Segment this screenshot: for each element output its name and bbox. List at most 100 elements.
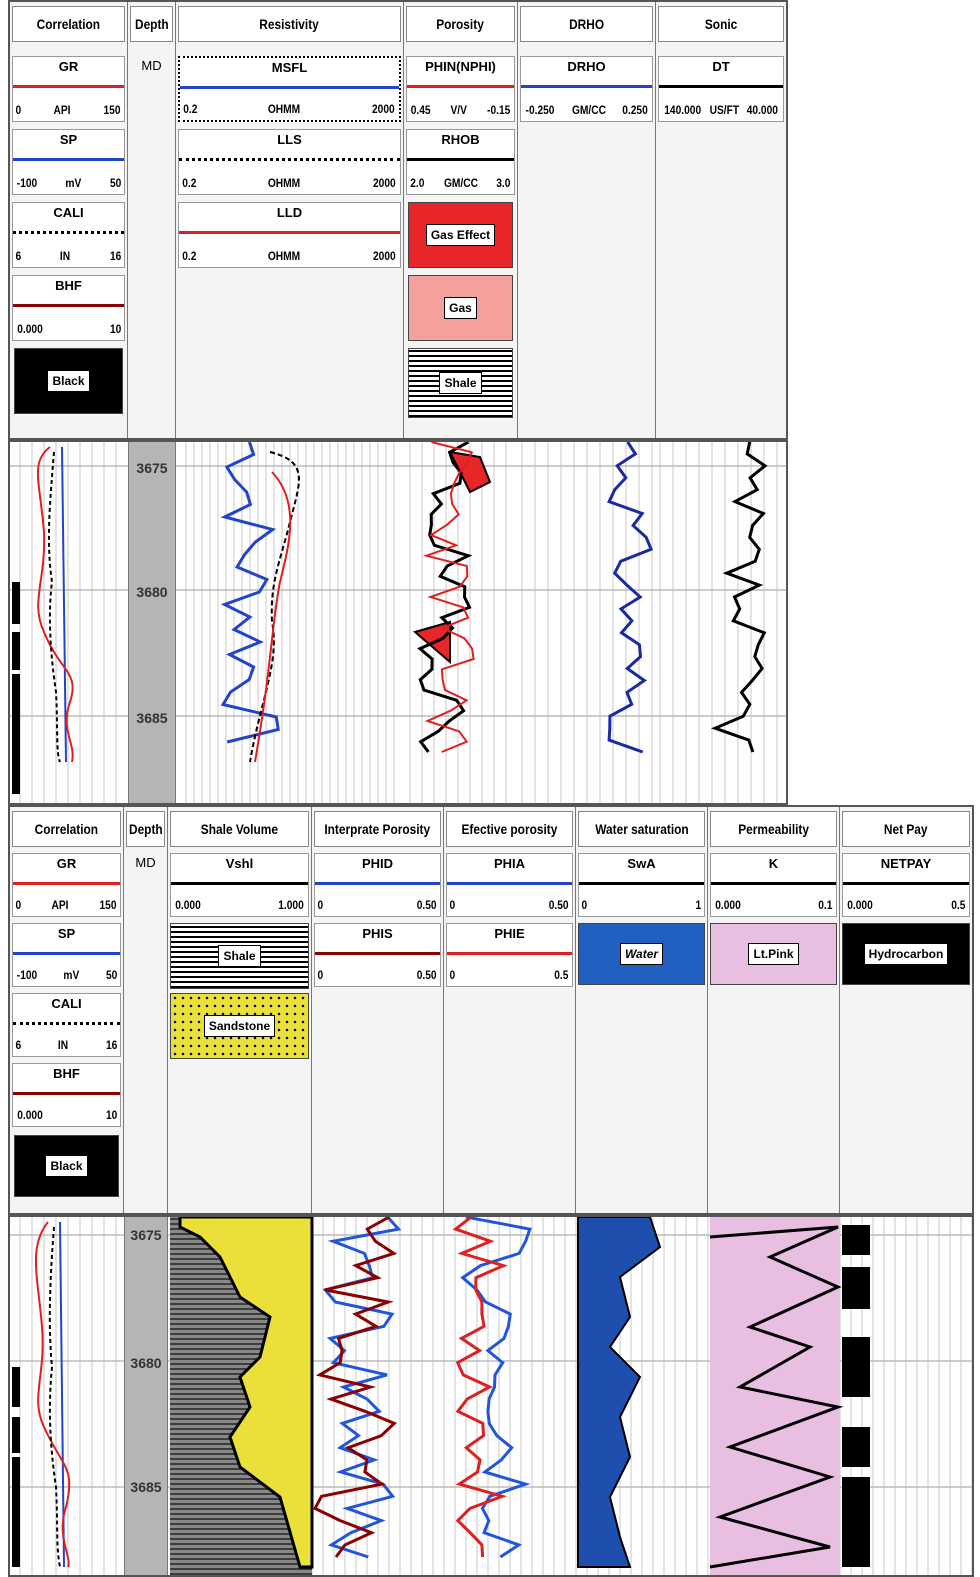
phie-line <box>447 952 572 955</box>
p1-correlation-col: Correlation GR 0 API 150 SP -100 mV 50 CALI … <box>10 2 128 438</box>
p1-bhf-track[interactable]: BHF 0.000 10 <box>12 275 125 341</box>
k-track[interactable]: K 0.000 0.1 <box>710 853 837 917</box>
p2-cali-name: CALI <box>51 996 82 1011</box>
p1-black-fill: Black <box>14 348 123 414</box>
phin-scale: 0.45 V/V -0.15 <box>410 103 510 117</box>
p2-net-pay-col: Net Pay NETPAY 0.000 0.5 Hydrocarbon <box>840 807 972 1213</box>
p1-cali-track[interactable]: CALI 6 IN 16 <box>12 202 125 268</box>
p1-depth-track: 3675 3680 3685 <box>128 442 176 803</box>
dt-line <box>659 85 783 88</box>
msfl-name: MSFL <box>271 60 308 75</box>
panel2-header: Correlation GR 0 API 150 SP -100 mV 50 CALI … <box>8 805 974 1215</box>
p1-md-track: MD <box>130 56 173 122</box>
phie-track[interactable]: PHIE 0 0.5 <box>446 923 573 987</box>
p2-gr-name: GR <box>56 856 77 871</box>
p2-sp-scale: -100 mV 50 <box>16 968 117 982</box>
cali-name: CALI <box>53 205 84 220</box>
hydrocarbon-fill: Hydrocarbon <box>842 923 970 985</box>
p2-bhf-line <box>13 1092 120 1095</box>
p1-sonic-col: Sonic DT 140.000 US/FT 40.000 <box>656 2 786 438</box>
p2-net-pay-title: Net Pay <box>842 811 970 847</box>
p1-gr-track[interactable]: GR 0 API 150 <box>12 56 125 122</box>
p2-sp-curve <box>59 1221 65 1568</box>
k-name: K <box>768 856 779 871</box>
p2-cali-track[interactable]: CALI 6 IN 16 <box>12 993 121 1057</box>
dt-name: DT <box>712 59 730 74</box>
netpay-track[interactable]: NETPAY 0.000 0.5 <box>842 853 970 917</box>
p1-drho-col: DRHO DRHO -0.250 GM/CC 0.250 <box>518 2 656 438</box>
p2-depth-3680: 3680 <box>130 1355 162 1371</box>
p2-black-label: Black <box>45 1155 88 1177</box>
netpay-block <box>842 1427 870 1467</box>
rhob-name: RHOB <box>441 132 480 147</box>
p1-phin-track[interactable]: PHIN(NPHI) 0.45 V/V -0.15 <box>406 56 515 122</box>
phin-curve <box>422 442 475 753</box>
p2-eff-porosity-title: Efective porosity <box>446 811 573 847</box>
bhf-scale: 0.000 10 <box>17 322 121 336</box>
p2-shale-volume-title: Shale Volume <box>170 811 309 847</box>
p2-bhf-track[interactable]: BHF 0.000 10 <box>12 1063 121 1127</box>
p2-cali-curve <box>48 1226 61 1568</box>
p2-black-block <box>12 1417 20 1453</box>
phis-curve <box>312 1217 398 1558</box>
sandstone-label: Sandstone <box>203 1015 276 1037</box>
netpay-block <box>842 1225 870 1255</box>
netpay-scale: 0.000 0.5 <box>847 898 966 912</box>
p2-sp-track[interactable]: SP -100 mV 50 <box>12 923 121 987</box>
p1-sp-track[interactable]: SP -100 mV 50 <box>12 129 125 195</box>
phis-track[interactable]: PHIS 0 0.50 <box>314 923 441 987</box>
p1-correlation-title: Correlation <box>12 6 125 42</box>
p2-black-block <box>12 1367 20 1407</box>
vshl-scale: 0.000 1.000 <box>175 898 304 912</box>
phis-name: PHIS <box>362 926 393 941</box>
ltpink-label: Lt.Pink <box>748 943 799 965</box>
swa-name: SwA <box>627 856 656 871</box>
ltpink-fill: Lt.Pink <box>710 923 837 985</box>
lld-scale: 0.2 OHMM 2000 <box>182 249 396 263</box>
cali-curve <box>47 451 61 763</box>
p1-depth-col: Depth MD <box>128 2 176 438</box>
p1-depth-title: Depth <box>130 6 173 42</box>
p1-lls-track[interactable]: LLS 0.2 OHMM 2000 <box>178 129 401 195</box>
phia-name: PHIA <box>493 856 526 871</box>
vshl-line <box>171 882 308 885</box>
phia-scale: 0 0.50 <box>449 898 569 912</box>
panel2: Correlation GR 0 API 150 SP -100 mV 50 CALI … <box>8 805 974 1577</box>
p2-shale-volume-col: Shale Volume Vshl 0.000 1.000 Shale Sands… <box>168 807 312 1213</box>
lls-scale: 0.2 OHMM 2000 <box>182 176 396 190</box>
phis-line <box>315 952 440 955</box>
phia-line <box>447 882 572 885</box>
vshl-track[interactable]: Vshl 0.000 1.000 <box>170 853 309 917</box>
p2-black-block <box>12 1457 20 1567</box>
p2-gr-track[interactable]: GR 0 API 150 <box>12 853 121 917</box>
p1-black-block <box>12 674 20 794</box>
p1-depth-3685: 3685 <box>136 710 168 726</box>
phid-name: PHID <box>361 856 394 871</box>
lld-name: LLD <box>276 205 303 220</box>
permeability-background <box>710 1217 840 1575</box>
hydrocarbon-label: Hydrocarbon <box>863 943 949 965</box>
gr-name: GR <box>58 59 79 74</box>
p1-drho-track[interactable]: DRHO -0.250 GM/CC 0.250 <box>520 56 653 122</box>
bhf-line <box>13 304 124 307</box>
panel1-plot: 3675 3680 3685 <box>8 440 788 805</box>
sandstone-fill: Sandstone <box>170 993 309 1059</box>
sp-curve <box>61 446 67 763</box>
p1-lld-track[interactable]: LLD 0.2 OHMM 2000 <box>178 202 401 268</box>
p2-correlation-col: Correlation GR 0 API 150 SP -100 mV 50 CALI … <box>10 807 124 1213</box>
p1-shale-fill: Shale <box>408 348 513 418</box>
bhf-name: BHF <box>55 278 82 293</box>
phia-track[interactable]: PHIA 0 0.50 <box>446 853 573 917</box>
phid-track[interactable]: PHID 0 0.50 <box>314 853 441 917</box>
p2-bhf-name: BHF <box>53 1066 80 1081</box>
gr-scale: 0 API 150 <box>15 103 121 117</box>
p1-black-label: Black <box>47 370 90 392</box>
p1-dt-track[interactable]: DT 140.000 US/FT 40.000 <box>658 56 784 122</box>
drho-line <box>521 85 652 88</box>
p1-black-block <box>12 582 20 624</box>
p2-sp-name: SP <box>57 926 76 941</box>
p1-msfl-track[interactable]: MSFL 0.2 OHMM 2000 <box>178 56 401 122</box>
p1-rhob-track[interactable]: RHOB 2.0 GM/CC 3.0 <box>406 129 515 195</box>
